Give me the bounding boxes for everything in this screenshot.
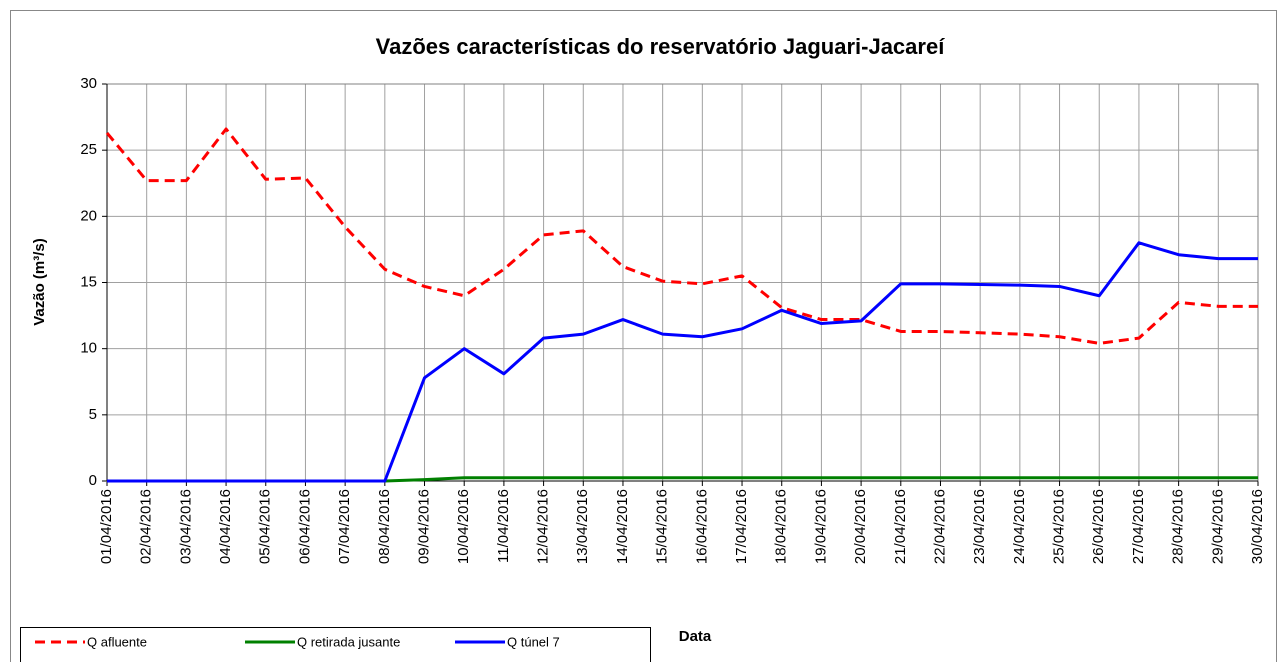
x-tick-label: 20/04/2016: [852, 489, 869, 564]
x-tick-label: 23/04/2016: [971, 489, 988, 564]
x-tick-label: 01/04/2016: [98, 489, 115, 564]
y-tick-label: 15: [80, 273, 97, 290]
x-tick-label: 09/04/2016: [415, 489, 432, 564]
legend: Q afluente Q retirada jusante Q túnel 7: [20, 627, 651, 667]
x-tick-label: 21/04/2016: [892, 489, 909, 564]
y-tick-label: 10: [80, 340, 97, 357]
x-tick-label: 27/04/2016: [1130, 489, 1147, 564]
x-tick-label: 25/04/2016: [1051, 489, 1068, 564]
x-tick-label: 03/04/2016: [177, 489, 194, 564]
legend-label: Q retirada jusante: [297, 634, 400, 649]
chart-title: Vazões características do reservatório J…: [376, 34, 946, 59]
x-tick-label: 02/04/2016: [138, 489, 155, 564]
y-axis-label: Vazão (m³/s): [31, 238, 48, 326]
series-line: [107, 241, 1258, 483]
x-tick-label: 04/04/2016: [217, 489, 234, 564]
x-axis-label: Data: [679, 628, 712, 645]
x-tick-label: 16/04/2016: [693, 489, 710, 564]
x-tick-label: 19/04/2016: [812, 489, 829, 564]
x-tick-label: 28/04/2016: [1170, 489, 1187, 564]
series-line: [105, 127, 1258, 345]
x-tick-label: 08/04/2016: [376, 489, 393, 564]
y-tick-label: 25: [80, 141, 97, 158]
x-tick-label: 05/04/2016: [257, 489, 274, 564]
x-tick-label: 24/04/2016: [1011, 489, 1028, 564]
x-tick-label: 13/04/2016: [574, 489, 591, 564]
y-tick-label: 20: [80, 207, 97, 224]
legend-box: [20, 627, 651, 667]
legend-label: Q túnel 7: [507, 634, 560, 649]
x-tick-label: 10/04/2016: [455, 489, 472, 564]
x-tick-label: 17/04/2016: [733, 489, 750, 564]
x-tick-label: 06/04/2016: [296, 489, 313, 564]
y-tick-label: 0: [89, 472, 97, 489]
x-tick-label: 30/04/2016: [1249, 489, 1266, 564]
x-tick-label: 26/04/2016: [1090, 489, 1107, 564]
y-tick-label: 5: [89, 406, 97, 423]
x-tick-label: 12/04/2016: [535, 489, 552, 564]
y-tick-label: 30: [80, 75, 97, 92]
x-tick-label: 14/04/2016: [614, 489, 631, 564]
x-tick-label: 11/04/2016: [495, 489, 512, 563]
chart-frame: [10, 10, 1277, 667]
x-tick-label: 29/04/2016: [1209, 489, 1226, 564]
x-tick-label: 18/04/2016: [773, 489, 790, 564]
x-tick-label: 07/04/2016: [336, 489, 353, 564]
x-tick-label: 15/04/2016: [654, 489, 671, 564]
legend-label: Q afluente: [87, 634, 147, 649]
x-tick-label: 22/04/2016: [931, 489, 948, 564]
